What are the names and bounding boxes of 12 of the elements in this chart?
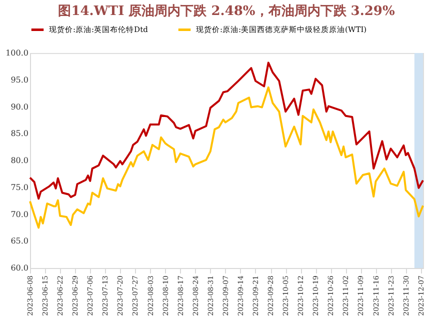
y-tick-label: 70.0 — [10, 210, 28, 219]
line-series — [29, 62, 424, 200]
y-tick-label: 80.0 — [10, 156, 28, 165]
y-tick-label: 75.0 — [10, 182, 28, 192]
y-tick-label: 100.0 — [6, 48, 28, 58]
y-tick-label: 65.0 — [10, 236, 28, 246]
y-tick-label: 85.0 — [10, 129, 28, 138]
line-series — [29, 86, 424, 229]
chart-title: 图14.WTI 原油周内下跌 2.48%，布油周内下跌 3.29% — [58, 4, 396, 19]
y-tick-label: 90.0 — [10, 102, 28, 112]
y-tick-label: 60.0 — [10, 264, 28, 272]
y-tick-label: 95.0 — [10, 75, 28, 84]
